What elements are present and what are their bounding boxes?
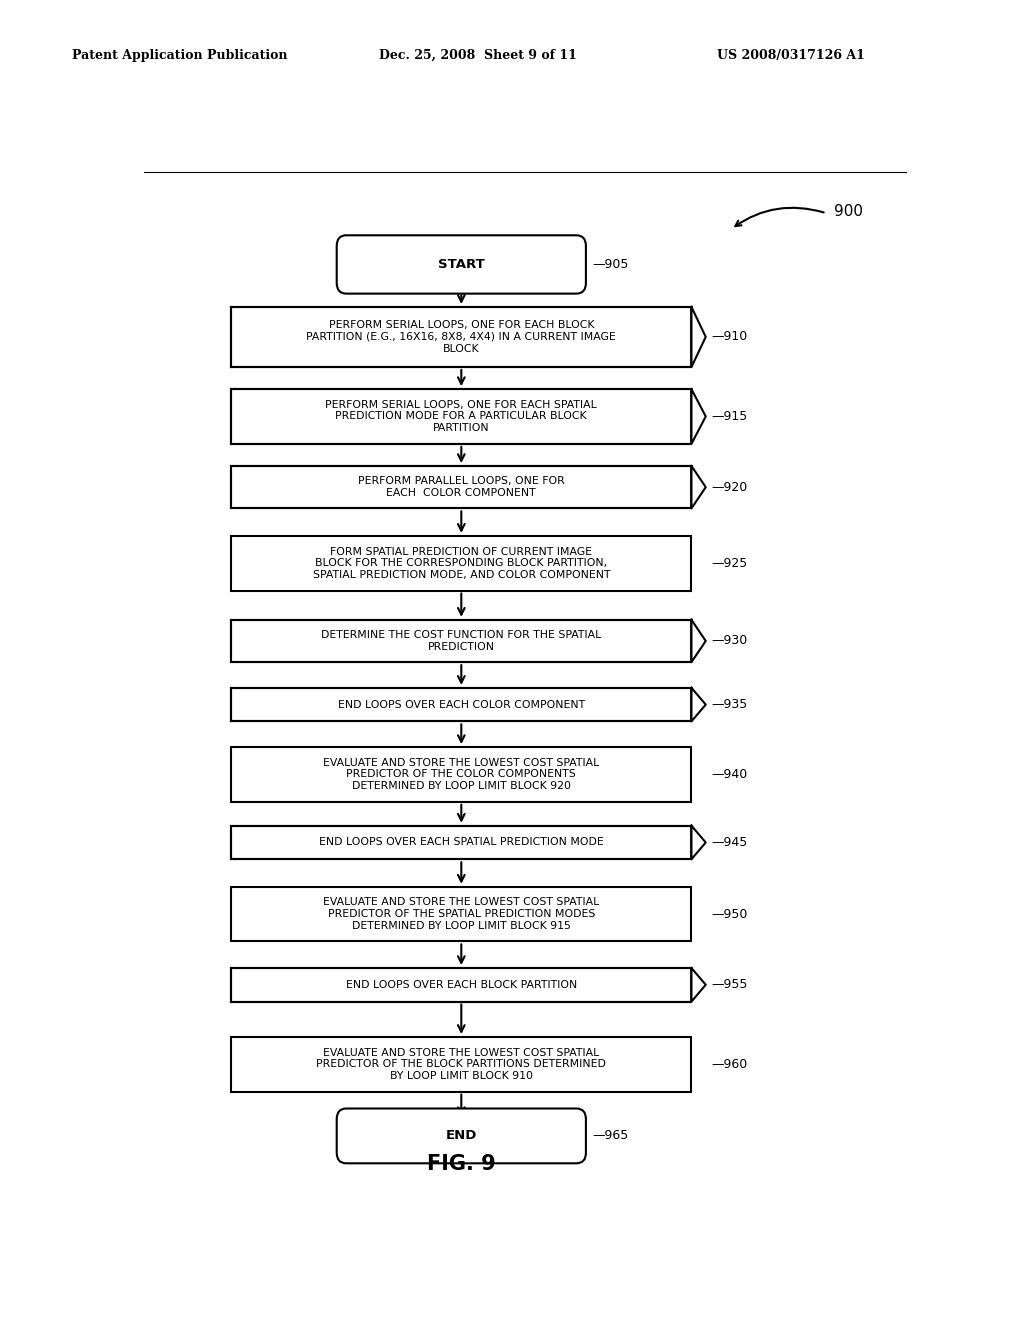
Text: —905: —905: [592, 257, 629, 271]
Bar: [231, 826, 691, 859]
Text: END LOOPS OVER EACH COLOR COMPONENT: END LOOPS OVER EACH COLOR COMPONENT: [338, 700, 585, 710]
Text: PERFORM SERIAL LOOPS, ONE FOR EACH BLOCK
PARTITION (E.G., 16X16, 8X8, 4X4) IN A : PERFORM SERIAL LOOPS, ONE FOR EACH BLOCK…: [306, 321, 616, 354]
Text: FORM SPATIAL PREDICTION OF CURRENT IMAGE
BLOCK FOR THE CORRESPONDING BLOCK PARTI: FORM SPATIAL PREDICTION OF CURRENT IMAGE…: [312, 546, 610, 579]
Text: EVALUATE AND STORE THE LOWEST COST SPATIAL
PREDICTOR OF THE COLOR COMPONENTS
DET: EVALUATE AND STORE THE LOWEST COST SPATI…: [324, 758, 599, 791]
Polygon shape: [691, 620, 706, 663]
FancyBboxPatch shape: [337, 1109, 586, 1163]
Text: DETERMINE THE COST FUNCTION FOR THE SPATIAL
PREDICTION: DETERMINE THE COST FUNCTION FOR THE SPAT…: [322, 630, 601, 652]
Text: START: START: [438, 257, 484, 271]
Text: —945: —945: [712, 836, 748, 849]
Text: —910: —910: [712, 330, 748, 343]
Polygon shape: [691, 389, 706, 444]
Polygon shape: [691, 688, 706, 722]
Text: END LOOPS OVER EACH BLOCK PARTITION: END LOOPS OVER EACH BLOCK PARTITION: [346, 979, 577, 990]
Bar: [231, 968, 691, 1002]
Text: PERFORM PARALLEL LOOPS, ONE FOR
EACH  COLOR COMPONENT: PERFORM PARALLEL LOOPS, ONE FOR EACH COL…: [358, 477, 564, 498]
Text: —950: —950: [712, 908, 748, 920]
Text: —965: —965: [592, 1130, 629, 1142]
Bar: [231, 747, 691, 801]
Text: 900: 900: [835, 203, 863, 219]
Text: PERFORM SERIAL LOOPS, ONE FOR EACH SPATIAL
PREDICTION MODE FOR A PARTICULAR BLOC: PERFORM SERIAL LOOPS, ONE FOR EACH SPATI…: [326, 400, 597, 433]
Polygon shape: [691, 968, 706, 1002]
Polygon shape: [691, 306, 706, 367]
Text: —935: —935: [712, 698, 748, 711]
Text: —960: —960: [712, 1057, 748, 1071]
Text: Patent Application Publication: Patent Application Publication: [72, 49, 287, 62]
Text: EVALUATE AND STORE THE LOWEST COST SPATIAL
PREDICTOR OF THE BLOCK PARTITIONS DET: EVALUATE AND STORE THE LOWEST COST SPATI…: [316, 1048, 606, 1081]
Polygon shape: [691, 826, 706, 859]
Bar: [231, 466, 691, 508]
Text: FIG. 9: FIG. 9: [427, 1154, 496, 1175]
Text: END: END: [445, 1130, 477, 1142]
Text: —955: —955: [712, 978, 748, 991]
Text: —915: —915: [712, 411, 748, 422]
Bar: [231, 389, 691, 444]
Bar: [231, 306, 691, 367]
Text: —925: —925: [712, 557, 748, 570]
Text: US 2008/0317126 A1: US 2008/0317126 A1: [717, 49, 864, 62]
Text: END LOOPS OVER EACH SPATIAL PREDICTION MODE: END LOOPS OVER EACH SPATIAL PREDICTION M…: [318, 837, 604, 847]
Text: —920: —920: [712, 480, 748, 494]
Bar: [231, 536, 691, 590]
Text: EVALUATE AND STORE THE LOWEST COST SPATIAL
PREDICTOR OF THE SPATIAL PREDICTION M: EVALUATE AND STORE THE LOWEST COST SPATI…: [324, 898, 599, 931]
FancyBboxPatch shape: [337, 235, 586, 293]
Bar: [231, 1038, 691, 1092]
Text: —940: —940: [712, 768, 748, 781]
Bar: [231, 620, 691, 663]
Text: Dec. 25, 2008  Sheet 9 of 11: Dec. 25, 2008 Sheet 9 of 11: [379, 49, 577, 62]
Bar: [231, 887, 691, 941]
Text: —930: —930: [712, 635, 748, 648]
Bar: [231, 688, 691, 722]
Polygon shape: [691, 466, 706, 508]
